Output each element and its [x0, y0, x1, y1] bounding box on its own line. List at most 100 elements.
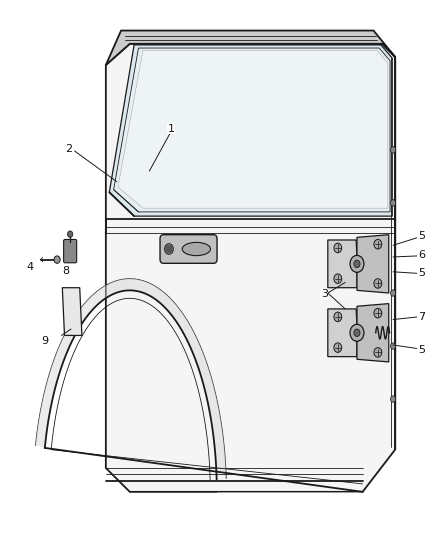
Ellipse shape: [182, 243, 211, 256]
Polygon shape: [122, 279, 126, 291]
Polygon shape: [55, 350, 65, 364]
Polygon shape: [166, 297, 173, 311]
Polygon shape: [108, 282, 113, 296]
Polygon shape: [209, 404, 219, 416]
Polygon shape: [70, 319, 79, 333]
Polygon shape: [357, 235, 389, 293]
Polygon shape: [162, 294, 170, 308]
Polygon shape: [118, 279, 123, 292]
Polygon shape: [201, 370, 211, 383]
Polygon shape: [60, 339, 69, 353]
Polygon shape: [62, 288, 82, 335]
Text: 5: 5: [418, 345, 425, 355]
Polygon shape: [101, 286, 107, 300]
Polygon shape: [148, 283, 153, 296]
Polygon shape: [154, 287, 159, 300]
Polygon shape: [47, 375, 57, 387]
Polygon shape: [328, 309, 357, 357]
Polygon shape: [194, 346, 203, 360]
Circle shape: [334, 312, 342, 321]
Polygon shape: [328, 240, 357, 288]
Polygon shape: [213, 433, 223, 443]
Polygon shape: [115, 280, 119, 293]
Polygon shape: [145, 282, 149, 295]
Text: 7: 7: [418, 312, 425, 322]
Polygon shape: [208, 397, 218, 409]
Polygon shape: [53, 356, 63, 369]
FancyBboxPatch shape: [64, 239, 77, 263]
Circle shape: [334, 343, 342, 352]
Text: 9: 9: [41, 336, 49, 346]
Polygon shape: [57, 344, 67, 358]
Circle shape: [350, 324, 364, 341]
Text: 8: 8: [62, 266, 69, 276]
Polygon shape: [184, 326, 193, 340]
Polygon shape: [214, 440, 224, 450]
Polygon shape: [212, 425, 223, 436]
Polygon shape: [98, 288, 104, 302]
Polygon shape: [195, 352, 205, 366]
Polygon shape: [106, 44, 395, 492]
Polygon shape: [357, 304, 389, 362]
Circle shape: [334, 243, 342, 253]
Circle shape: [374, 309, 382, 318]
Circle shape: [54, 256, 60, 263]
Text: 3: 3: [321, 289, 328, 299]
Polygon shape: [104, 284, 110, 297]
Polygon shape: [182, 321, 190, 335]
Circle shape: [354, 329, 360, 336]
Polygon shape: [37, 423, 47, 434]
Polygon shape: [95, 290, 101, 304]
Polygon shape: [159, 292, 166, 305]
FancyBboxPatch shape: [160, 235, 217, 263]
Polygon shape: [88, 296, 95, 310]
Polygon shape: [189, 336, 198, 349]
Polygon shape: [67, 324, 76, 338]
Circle shape: [334, 274, 342, 284]
Circle shape: [374, 348, 382, 357]
Polygon shape: [135, 279, 139, 292]
Circle shape: [354, 260, 360, 268]
Polygon shape: [114, 48, 390, 212]
Polygon shape: [138, 280, 143, 292]
Polygon shape: [141, 280, 146, 293]
Polygon shape: [106, 30, 395, 65]
Polygon shape: [73, 315, 81, 329]
Polygon shape: [212, 418, 222, 429]
Text: 6: 6: [418, 250, 425, 260]
Circle shape: [391, 290, 396, 296]
Text: 5: 5: [418, 231, 425, 241]
Polygon shape: [216, 463, 226, 472]
Circle shape: [391, 396, 396, 402]
Polygon shape: [39, 416, 49, 427]
Polygon shape: [174, 308, 182, 322]
Polygon shape: [191, 341, 201, 354]
Circle shape: [374, 279, 382, 288]
Polygon shape: [46, 381, 55, 393]
Circle shape: [350, 255, 364, 272]
Polygon shape: [179, 316, 187, 330]
Polygon shape: [36, 431, 46, 441]
Polygon shape: [151, 285, 156, 298]
Polygon shape: [205, 383, 215, 396]
Polygon shape: [210, 411, 220, 422]
Polygon shape: [82, 303, 89, 317]
Circle shape: [391, 147, 396, 153]
Polygon shape: [79, 306, 87, 320]
Polygon shape: [35, 438, 46, 448]
Polygon shape: [125, 279, 129, 290]
Text: 5: 5: [418, 269, 425, 278]
Polygon shape: [76, 311, 84, 325]
Polygon shape: [168, 301, 176, 314]
Circle shape: [374, 239, 382, 249]
Polygon shape: [215, 456, 226, 465]
Polygon shape: [177, 312, 184, 326]
Polygon shape: [118, 51, 388, 208]
Text: 2: 2: [65, 144, 72, 154]
Polygon shape: [132, 279, 136, 290]
Polygon shape: [49, 368, 59, 381]
Polygon shape: [111, 281, 116, 294]
Polygon shape: [110, 45, 392, 216]
Polygon shape: [157, 289, 163, 303]
Polygon shape: [65, 329, 74, 343]
